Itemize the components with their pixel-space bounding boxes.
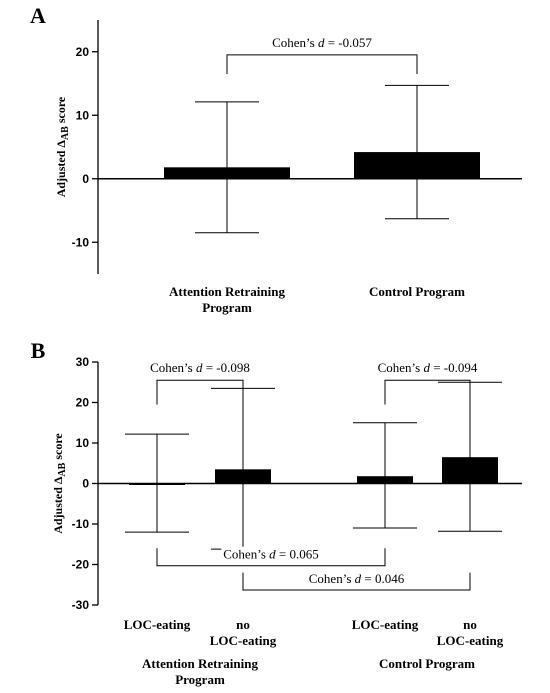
panel-label: A [30,3,46,28]
y-tick-label: -10 [72,517,90,531]
x-group-label: Attention Retraining [142,656,258,671]
effect-size-label-bg [306,571,407,587]
x-category-label: LOC-eating [124,617,191,632]
effect-size-value: = -0.057 [324,35,372,50]
y-tick-label: 20 [76,396,90,410]
x-category-label: Program [202,300,252,315]
effect-size-prefix: Cohen’s [378,360,424,375]
x-category-label: Control Program [369,284,465,299]
y-axis-label-subscript: AB [57,462,68,476]
effect-size-prefix: Cohen’s [309,571,355,586]
y-axis-label-suffix: score [54,96,68,126]
x-category-label: LOC-eating [210,633,277,648]
y-tick-label: 20 [76,45,90,59]
y-axis-label: Adjusted ΔAB score [51,433,68,534]
x-category-label: no [463,617,477,632]
y-axis-label-main: Adjusted Δ [54,140,68,198]
y-axis-label: Adjusted ΔAB score [54,96,71,197]
panel-label: B [31,338,46,363]
effect-size-symbol: d [355,571,362,586]
effect-size-prefix: Cohen’s [150,360,196,375]
effect-size-bracket [384,379,471,405]
effect-size-symbol: d [318,35,325,50]
effect-size-symbol: d [269,547,276,562]
y-tick-label: 30 [76,355,90,369]
x-category-label: LOC-eating [437,633,504,648]
effect-size-bracket [242,572,471,591]
effect-size-label: Cohen’s d = 0.046 [309,571,405,586]
chart-panel-a: A -10 0 10 20 Adjusted ΔAB score Attention Ret… [30,3,522,315]
effect-size-bracket [156,379,244,405]
effect-size-value: = 0.065 [276,547,319,562]
y-tick-label: -30 [72,598,90,612]
chart-panel-b: B -30 -20 -10 0 10 20 30 Adjusted ΔAB score LOC-e… [31,338,522,687]
y-axis-label-subscript: AB [60,126,71,140]
effect-size-bracket [156,548,386,567]
effect-size-label-bg [221,546,321,562]
y-axis-label-main: Adjusted Δ [51,476,65,534]
x-group-label: Program [175,672,225,687]
effect-size-value: = -0.094 [430,360,478,375]
x-group-label: Control Program [379,656,475,671]
effect-size-label: Cohen’s d = 0.065 [223,547,318,562]
effect-size-label: Cohen’s d = -0.057 [272,35,372,50]
effect-size-value: = 0.046 [361,571,405,586]
effect-size-bracket [226,54,418,74]
y-tick-label: -20 [72,558,90,572]
effect-size-prefix: Cohen’s [223,547,269,562]
y-tick-label: 0 [82,172,89,186]
y-tick-label: 0 [82,477,89,491]
effect-size-label: Cohen’s d = -0.094 [378,360,478,375]
y-tick-label: 10 [76,108,90,122]
x-category-label: no [236,617,250,632]
effect-size-symbol: d [196,360,203,375]
effect-size-value: = -0.098 [202,360,249,375]
effect-size-symbol: d [423,360,430,375]
effect-size-label: Cohen’s d = -0.098 [150,360,250,375]
x-category-label: LOC-eating [352,617,419,632]
y-tick-label: 10 [76,436,90,450]
x-category-label: Attention Retraining [169,284,285,299]
y-tick-label: -10 [72,235,90,249]
effect-size-prefix: Cohen’s [272,35,318,50]
y-axis-label-suffix: score [51,433,65,463]
